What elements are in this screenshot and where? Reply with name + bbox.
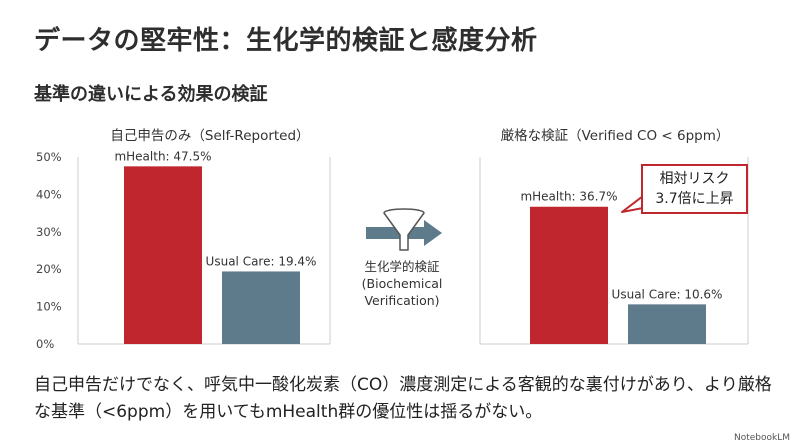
arrow-head bbox=[424, 220, 442, 246]
bar-data-label: Usual Care: 19.4% bbox=[206, 254, 317, 268]
right-chart-title: 厳格な検証（Verified CO < 6ppm） bbox=[500, 128, 730, 144]
page-title: データの堅牢性：生化学的検証と感度分析 bbox=[34, 26, 538, 56]
y-tick-label: 0% bbox=[36, 337, 54, 351]
section-subtitle: 基準の違いによる効果の検証 bbox=[34, 84, 268, 105]
y-tick-label: 40% bbox=[36, 187, 62, 201]
relative-risk-callout: 相対リスク 3.7倍に上昇 bbox=[641, 164, 748, 214]
left-chart-title: 自己申告のみ（Self-Reported） bbox=[110, 128, 310, 144]
bar-data-label: mHealth: 47.5% bbox=[114, 149, 211, 163]
bar-data-label: mHealth: 36.7% bbox=[520, 190, 617, 204]
bar-usual-care bbox=[628, 304, 706, 344]
callout-line1: 相対リスク bbox=[659, 171, 730, 187]
y-tick-label: 30% bbox=[36, 225, 62, 239]
verification-label-line1: 生化学的検証 bbox=[364, 259, 440, 274]
summary-text: 自己申告だけでなく、呼気中一酸化炭素（CO）濃度測定による客観的な裏付けがあり、… bbox=[34, 375, 772, 422]
verification-label: 生化学的検証 (Biochemical Verification) bbox=[349, 258, 455, 309]
y-tick-label: 20% bbox=[36, 262, 62, 276]
funnel-icon bbox=[383, 208, 425, 251]
callout-line2: 3.7倍に上昇 bbox=[655, 191, 734, 207]
bar-mhealth bbox=[530, 206, 608, 344]
bar-usual-care bbox=[222, 271, 300, 344]
bar-mhealth bbox=[124, 166, 202, 344]
bar-data-label: Usual Care: 10.6% bbox=[612, 287, 723, 301]
brand-label: NotebookLM bbox=[733, 433, 790, 443]
y-tick-label: 50% bbox=[36, 150, 62, 164]
y-tick-label: 10% bbox=[36, 300, 62, 314]
verification-label-line2: (Biochemical bbox=[361, 276, 443, 291]
verification-label-line3: Verification) bbox=[364, 293, 440, 308]
